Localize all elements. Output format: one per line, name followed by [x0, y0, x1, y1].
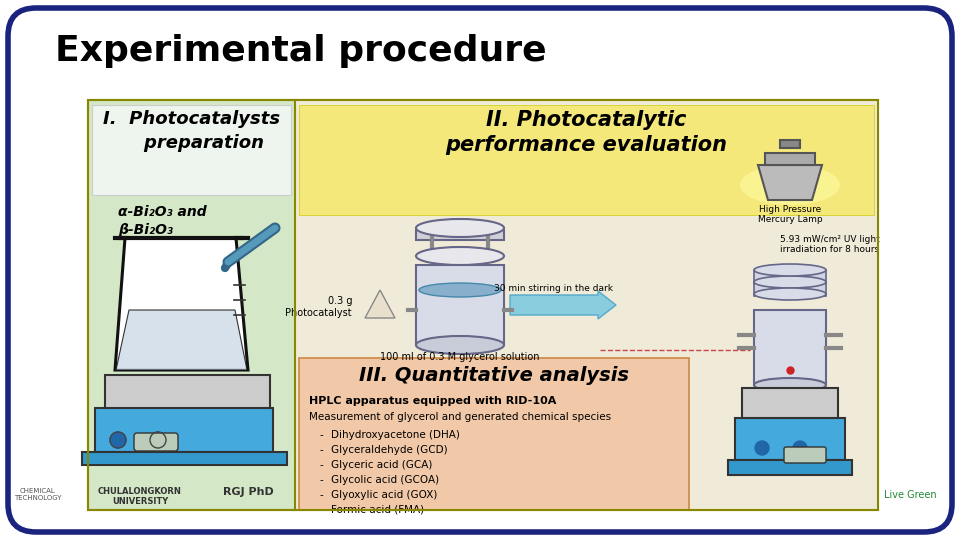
Polygon shape — [365, 290, 395, 318]
Ellipse shape — [416, 336, 504, 354]
Text: 5.93 mW/cm² UV light
irradiation for 8 hours: 5.93 mW/cm² UV light irradiation for 8 h… — [780, 235, 879, 254]
Text: High Pressure
Mercury Lamp: High Pressure Mercury Lamp — [757, 205, 823, 225]
Text: β-Bi₂O₃: β-Bi₂O₃ — [118, 223, 173, 237]
Text: III. Quantitative analysis: III. Quantitative analysis — [359, 366, 629, 385]
Ellipse shape — [754, 288, 826, 300]
FancyBboxPatch shape — [299, 358, 689, 510]
Text: I.  Photocatalysts
    preparation: I. Photocatalysts preparation — [103, 110, 280, 152]
Text: Glycolic acid (GCOA): Glycolic acid (GCOA) — [331, 475, 439, 485]
FancyBboxPatch shape — [416, 228, 504, 240]
FancyBboxPatch shape — [742, 388, 838, 418]
FancyBboxPatch shape — [765, 153, 815, 165]
FancyBboxPatch shape — [754, 282, 826, 296]
FancyBboxPatch shape — [754, 270, 826, 284]
Ellipse shape — [754, 378, 826, 392]
Ellipse shape — [754, 264, 826, 276]
Circle shape — [150, 432, 166, 448]
Polygon shape — [115, 238, 248, 370]
Ellipse shape — [416, 247, 504, 265]
Text: -: - — [319, 430, 323, 440]
Text: 30 min stirring in the dark: 30 min stirring in the dark — [494, 284, 613, 293]
FancyBboxPatch shape — [82, 452, 287, 465]
Text: 100 ml of 0.3 M glycerol solution: 100 ml of 0.3 M glycerol solution — [380, 352, 540, 362]
FancyBboxPatch shape — [88, 100, 878, 510]
FancyArrow shape — [510, 291, 616, 319]
Polygon shape — [116, 310, 247, 370]
FancyBboxPatch shape — [134, 433, 178, 451]
Text: Glyceric acid (GCA): Glyceric acid (GCA) — [331, 460, 432, 470]
Text: -: - — [319, 505, 323, 515]
FancyBboxPatch shape — [780, 140, 800, 148]
Text: CHULALONGKORN
UNIVERSITY: CHULALONGKORN UNIVERSITY — [98, 487, 182, 507]
Text: Live Green: Live Green — [884, 490, 936, 500]
FancyBboxPatch shape — [299, 105, 874, 215]
FancyBboxPatch shape — [754, 310, 826, 385]
FancyBboxPatch shape — [8, 8, 952, 532]
Text: Formic acid (FMA): Formic acid (FMA) — [331, 505, 424, 515]
Text: α-Bi₂O₃ and: α-Bi₂O₃ and — [118, 205, 206, 219]
FancyBboxPatch shape — [728, 460, 852, 475]
Ellipse shape — [416, 219, 504, 237]
FancyBboxPatch shape — [92, 105, 291, 195]
FancyBboxPatch shape — [105, 375, 270, 408]
Ellipse shape — [740, 165, 840, 205]
Text: CHEMICAL
TECHNOLOGY: CHEMICAL TECHNOLOGY — [14, 488, 61, 501]
Circle shape — [755, 441, 769, 455]
Text: Dihydroxyacetone (DHA): Dihydroxyacetone (DHA) — [331, 430, 460, 440]
Circle shape — [110, 432, 126, 448]
Text: 0.3 g
Photocatalyst: 0.3 g Photocatalyst — [285, 296, 352, 318]
Text: -: - — [319, 460, 323, 470]
Text: -: - — [319, 475, 323, 485]
Ellipse shape — [419, 283, 501, 297]
FancyBboxPatch shape — [735, 418, 845, 460]
FancyBboxPatch shape — [784, 447, 826, 463]
Text: HPLC apparatus equipped with RID-10A: HPLC apparatus equipped with RID-10A — [309, 396, 557, 406]
Text: RGJ PhD: RGJ PhD — [223, 487, 274, 497]
Text: Glyceraldehyde (GCD): Glyceraldehyde (GCD) — [331, 445, 447, 455]
FancyBboxPatch shape — [95, 408, 273, 452]
FancyBboxPatch shape — [416, 265, 504, 345]
Polygon shape — [758, 165, 822, 200]
Text: -: - — [319, 445, 323, 455]
FancyBboxPatch shape — [295, 100, 878, 510]
Text: Experimental procedure: Experimental procedure — [55, 34, 546, 68]
Ellipse shape — [754, 276, 826, 288]
Text: Glyoxylic acid (GOX): Glyoxylic acid (GOX) — [331, 490, 438, 500]
Circle shape — [793, 441, 807, 455]
Text: II. Photocatalytic
performance evaluation: II. Photocatalytic performance evaluatio… — [445, 110, 728, 155]
Text: Measurement of glycerol and generated chemical species: Measurement of glycerol and generated ch… — [309, 412, 612, 422]
Text: -: - — [319, 490, 323, 500]
